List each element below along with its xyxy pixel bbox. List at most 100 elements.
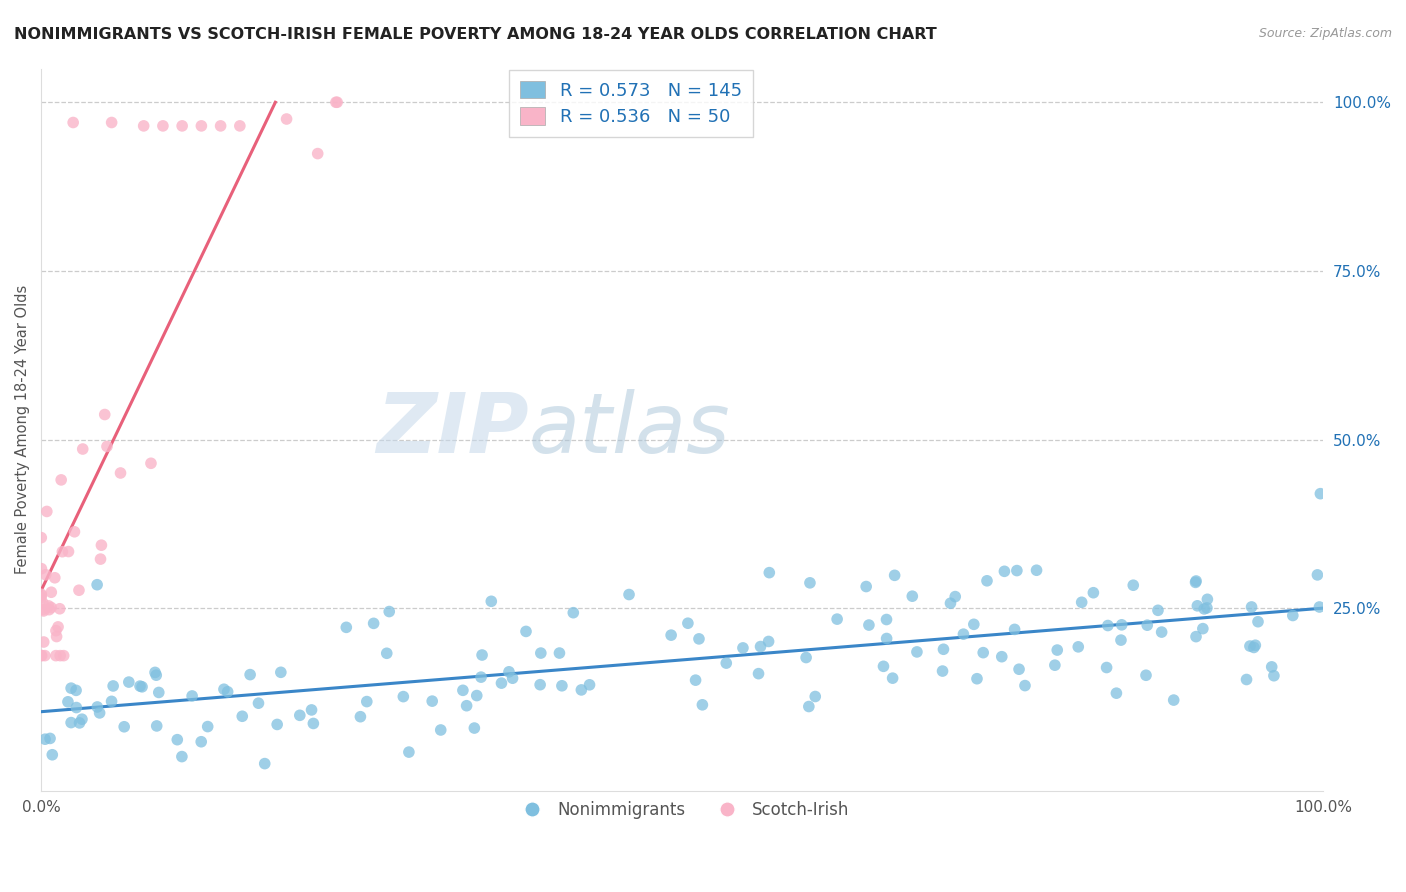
Point: [72, 442, 94, 456]
Point: [1308, 599, 1330, 614]
Point: [101, 679, 124, 693]
Point: [530, 646, 553, 660]
Point: [129, 679, 152, 693]
Point: [110, 466, 132, 480]
Point: [46, 620, 69, 634]
Point: [307, 146, 329, 161]
Point: [1136, 618, 1159, 632]
Point: [451, 683, 474, 698]
Point: [247, 696, 270, 710]
Point: [456, 698, 478, 713]
Point: [1008, 662, 1031, 676]
Point: [131, 680, 153, 694]
Point: [716, 656, 738, 670]
Point: [429, 723, 451, 737]
Point: [190, 119, 212, 133]
Point: [1239, 639, 1261, 653]
Point: [1187, 599, 1209, 613]
Point: [1243, 640, 1265, 655]
Point: [190, 735, 212, 749]
Point: [166, 732, 188, 747]
Point: [86, 700, 108, 714]
Point: [30, 531, 52, 545]
Point: [943, 590, 966, 604]
Point: [876, 632, 898, 646]
Point: [239, 667, 262, 681]
Point: [231, 709, 253, 723]
Point: [41, 747, 63, 762]
Point: [876, 613, 898, 627]
Point: [465, 689, 488, 703]
Point: [212, 682, 235, 697]
Point: [901, 589, 924, 603]
Point: [100, 115, 122, 129]
Point: [35, 567, 58, 582]
Point: [392, 690, 415, 704]
Point: [30, 562, 52, 576]
Point: [548, 646, 571, 660]
Point: [1111, 617, 1133, 632]
Point: [1192, 602, 1215, 616]
Point: [375, 646, 398, 660]
Point: [253, 756, 276, 771]
Point: [32, 604, 55, 618]
Point: [990, 649, 1012, 664]
Point: [1025, 563, 1047, 577]
Point: [34, 648, 56, 663]
Point: [659, 628, 682, 642]
Point: [470, 670, 492, 684]
Point: [1263, 669, 1285, 683]
Text: NONIMMIGRANTS VS SCOTCH-IRISH FEMALE POVERTY AMONG 18-24 YEAR OLDS CORRELATION C: NONIMMIGRANTS VS SCOTCH-IRISH FEMALE POV…: [14, 27, 936, 42]
Point: [152, 119, 174, 133]
Point: [551, 679, 574, 693]
Point: [1185, 574, 1208, 588]
Point: [56, 695, 79, 709]
Point: [62, 115, 84, 129]
Point: [491, 676, 513, 690]
Point: [288, 708, 311, 723]
Point: [976, 574, 998, 588]
Text: ZIP: ZIP: [375, 389, 529, 470]
Point: [67, 583, 90, 598]
Point: [1083, 585, 1105, 599]
Y-axis label: Female Poverty Among 18-24 Year Olds: Female Poverty Among 18-24 Year Olds: [15, 285, 30, 574]
Point: [266, 717, 288, 731]
Point: [45, 648, 67, 663]
Point: [51, 473, 73, 487]
Point: [1095, 660, 1118, 674]
Point: [38, 599, 60, 613]
Point: [65, 700, 87, 714]
Point: [931, 664, 953, 678]
Point: [855, 580, 877, 594]
Point: [1240, 599, 1263, 614]
Point: [825, 612, 848, 626]
Point: [209, 119, 232, 133]
Point: [145, 719, 167, 733]
Point: [69, 715, 91, 730]
Point: [1195, 601, 1218, 615]
Point: [326, 95, 349, 110]
Point: [692, 698, 714, 712]
Point: [471, 648, 494, 662]
Point: [145, 668, 167, 682]
Point: [32, 635, 55, 649]
Point: [48, 601, 70, 615]
Point: [502, 671, 524, 685]
Point: [731, 640, 754, 655]
Point: [972, 646, 994, 660]
Point: [34, 732, 56, 747]
Point: [44, 571, 66, 585]
Point: [39, 585, 62, 599]
Point: [1260, 660, 1282, 674]
Point: [270, 665, 292, 680]
Point: [45, 630, 67, 644]
Point: [197, 720, 219, 734]
Point: [60, 681, 83, 695]
Point: [356, 695, 378, 709]
Point: [688, 632, 710, 646]
Point: [1043, 658, 1066, 673]
Point: [148, 685, 170, 699]
Point: [1067, 640, 1090, 654]
Point: [302, 716, 325, 731]
Point: [49, 648, 72, 663]
